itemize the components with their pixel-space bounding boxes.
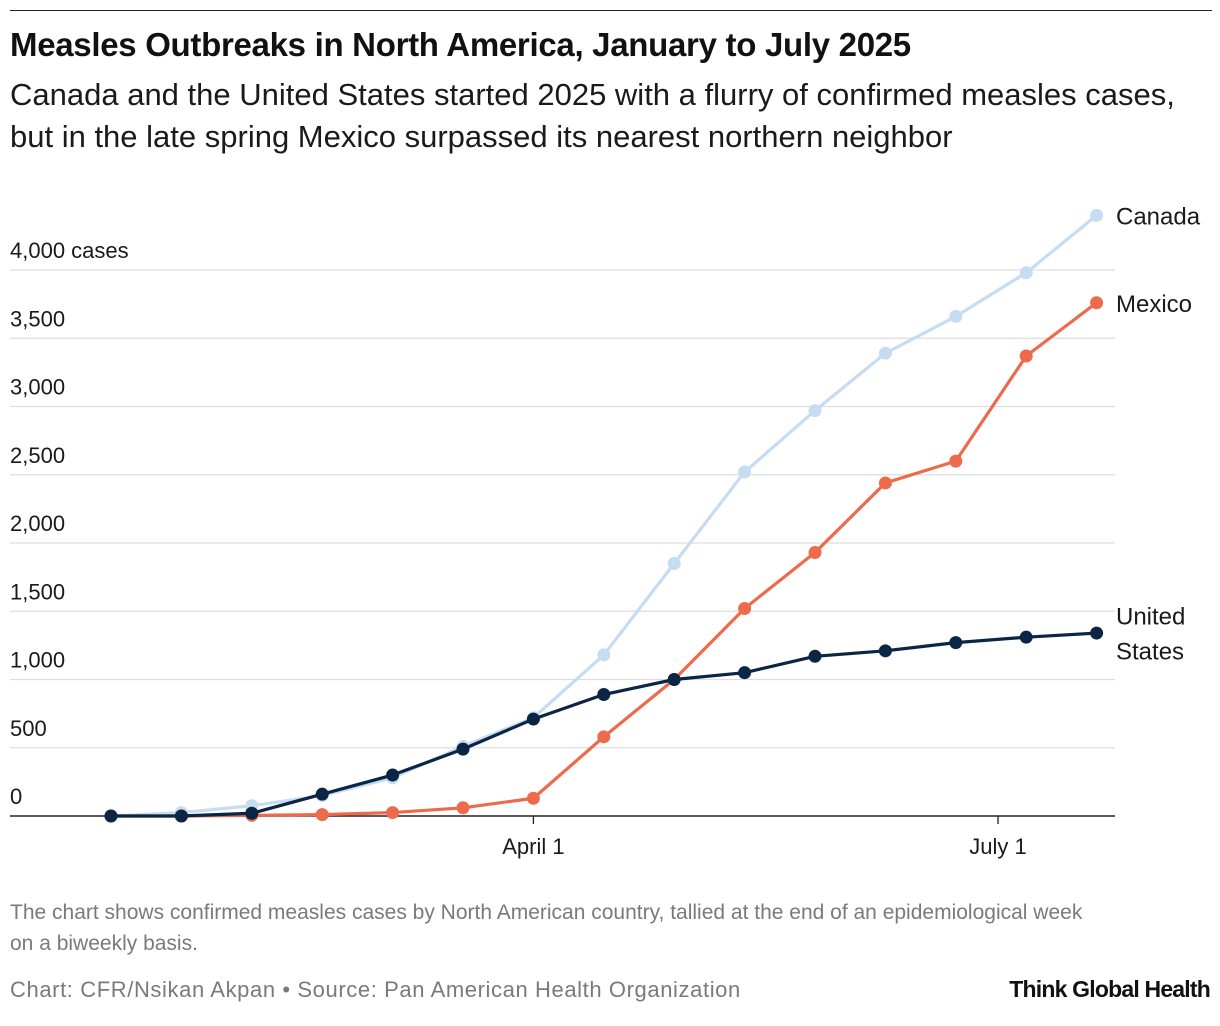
united-states-point: [315, 787, 329, 801]
united-states-point: [245, 806, 259, 820]
y-tick-label: 1,500: [10, 579, 65, 604]
y-tick-label: 2,500: [10, 443, 65, 468]
mexico-point: [526, 791, 540, 805]
united-states-point: [386, 768, 400, 782]
brand-logo: Think Global Health: [1009, 976, 1211, 1002]
canada-point: [1019, 266, 1033, 280]
canada-line: [109, 213, 1099, 818]
y-tick-label: 0: [10, 784, 22, 809]
canada-point: [949, 309, 963, 323]
x-tick-label: July 1: [969, 834, 1026, 859]
chart-note: The chart shows confirmed measles cases …: [10, 901, 1083, 955]
canada-point: [878, 346, 892, 360]
chart-subtitle: Canada and the United States started 202…: [10, 77, 1175, 154]
canada-point: [1090, 208, 1104, 222]
mexico-point: [949, 454, 963, 468]
united-states-point: [949, 636, 963, 650]
top-rule: [10, 10, 1212, 11]
canada-point: [597, 648, 611, 662]
united-states-point: [456, 742, 470, 756]
united-states-point: [526, 712, 540, 726]
y-tick-label: 2,000: [10, 511, 65, 536]
mexico-point: [1090, 296, 1104, 310]
mexico-point: [597, 730, 611, 744]
canada-series-label: Canada: [1116, 203, 1201, 230]
united-states-point: [597, 688, 611, 702]
y-tick-label: 3,000: [10, 375, 65, 400]
y-tick-label: 3,500: [10, 306, 65, 331]
x-tick-label: April 1: [502, 834, 564, 859]
y-tick-label: 4,000 cases: [10, 238, 129, 263]
mexico-series-label: Mexico: [1116, 291, 1192, 318]
line-chart: 0 500 1,000 1,500 2,000 2,500 3,000 3,500 4,000 …: [10, 203, 1201, 859]
mexico-point: [386, 806, 400, 820]
y-tick-label: 500: [10, 716, 47, 741]
y-tick-label: 1,000: [10, 648, 65, 673]
united-states-point: [667, 673, 681, 686]
united-states-point: [1090, 626, 1104, 640]
mexico-point: [315, 808, 329, 822]
united-states-point: [738, 666, 752, 680]
united-states-series-label: United: [1116, 604, 1185, 631]
mexico-point: [878, 476, 892, 490]
mexico-point: [808, 546, 822, 560]
united-states-point: [878, 644, 892, 658]
chart-source: Chart: CFR/Nsikan Akpan • Source: Pan Am…: [10, 977, 741, 1002]
canada-point: [738, 465, 752, 479]
canada-point: [808, 404, 822, 418]
united-states-point: [1019, 630, 1033, 644]
chart-title: Measles Outbreaks in North America, Janu…: [10, 26, 911, 63]
mexico-point: [456, 801, 470, 815]
united-states-point: [174, 809, 188, 823]
united-states-series-label: States: [1116, 639, 1184, 666]
canada-point: [667, 556, 681, 570]
mexico-point: [738, 602, 752, 616]
united-states-point: [104, 809, 118, 823]
united-states-point: [808, 649, 822, 663]
mexico-point: [1019, 349, 1033, 363]
